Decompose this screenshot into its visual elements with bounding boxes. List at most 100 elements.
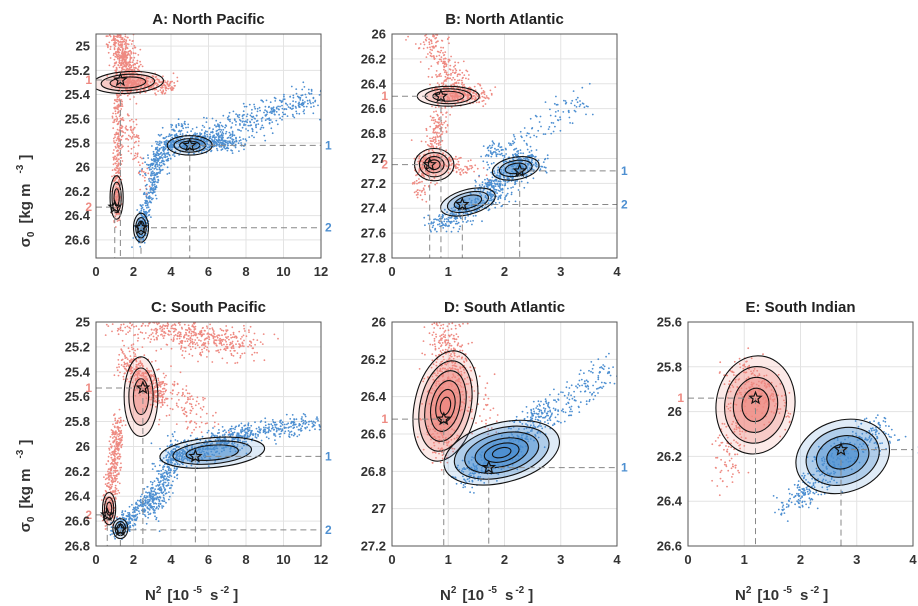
scatter-point: [127, 50, 130, 53]
scatter-point: [128, 39, 131, 41]
scatter-point: [195, 126, 198, 129]
scatter-point: [500, 188, 502, 191]
scatter-point: [193, 145, 196, 148]
scatter-point: [499, 146, 502, 149]
scatter-point: [452, 76, 455, 79]
scatter-point: [441, 40, 444, 42]
scatter-point: [240, 130, 242, 132]
scatter-point: [435, 133, 438, 135]
scatter-point: [436, 34, 439, 36]
scatter-point: [247, 129, 250, 132]
scatter-point: [156, 168, 158, 171]
scatter-point: [591, 113, 594, 116]
scatter-point: [443, 121, 446, 124]
scatter-point: [461, 71, 464, 74]
scatter-point: [135, 67, 137, 70]
scatter-point: [250, 342, 253, 344]
scatter-point: [208, 127, 211, 130]
scatter-point: [534, 162, 537, 165]
scatter-point: [120, 135, 123, 138]
scatter-point: [177, 317, 179, 319]
scatter-point: [139, 48, 142, 51]
scatter-point: [151, 185, 154, 187]
scatter-point: [142, 157, 145, 160]
scatter-point: [483, 91, 486, 93]
scatter-point: [109, 45, 112, 48]
scatter-point: [126, 56, 129, 59]
scatter-point: [559, 129, 562, 132]
scatter-point: [174, 130, 176, 132]
scatter-point: [243, 324, 245, 327]
scatter-point: [114, 26, 116, 28]
scatter-point: [517, 152, 520, 155]
scatter-point: [216, 134, 219, 137]
scatter-point: [148, 319, 150, 321]
scatter-point: [428, 43, 431, 46]
scatter-point: [117, 54, 120, 56]
scatter-point: [123, 38, 126, 41]
scatter-point: [431, 88, 434, 91]
scatter-point: [116, 171, 118, 174]
scatter-point: [472, 91, 475, 93]
scatter-point: [557, 119, 560, 122]
scatter-point: [218, 128, 221, 131]
scatter-point: [504, 198, 506, 201]
scatter-point: [129, 90, 132, 93]
scatter-point: [137, 54, 140, 56]
scatter-point: [139, 382, 142, 385]
scatter-point: [285, 108, 288, 111]
scatter-point: [115, 68, 118, 70]
scatter-point: [150, 171, 153, 174]
scatter-point: [172, 72, 175, 75]
x-tick-label: 6: [205, 264, 212, 279]
scatter-point: [127, 138, 130, 141]
scatter-point: [155, 185, 158, 187]
scatter-point: [515, 154, 517, 157]
scatter-point: [125, 64, 127, 67]
scatter-point: [468, 97, 471, 99]
scatter-point: [307, 102, 309, 105]
scatter-point: [133, 45, 136, 47]
scatter-point: [191, 354, 194, 357]
scatter-point: [155, 327, 157, 330]
scatter-point: [112, 112, 114, 115]
scatter-point: [131, 246, 133, 249]
scatter-point: [440, 222, 443, 224]
scatter-point: [116, 100, 119, 103]
scatter-point: [161, 320, 163, 322]
scatter-point: [481, 91, 483, 94]
scatter-point: [163, 331, 166, 333]
scatter-point: [188, 353, 191, 355]
scatter-point: [147, 206, 150, 209]
scatter-point: [461, 87, 464, 90]
scatter-point: [120, 99, 123, 101]
scatter-point: [161, 159, 164, 162]
scatter-point: [158, 164, 161, 166]
scatter-point: [429, 46, 431, 49]
scatter-point: [159, 81, 162, 84]
scatter-point: [165, 135, 168, 138]
scatter-point: [148, 180, 151, 182]
scatter-point: [231, 130, 234, 133]
scatter-point: [496, 192, 498, 195]
scatter-point: [495, 149, 498, 151]
scatter-point: [443, 54, 446, 56]
scatter-point: [159, 89, 162, 91]
scatter-point: [241, 352, 244, 355]
scatter-point: [501, 188, 504, 191]
scatter-point: [435, 143, 438, 145]
scatter-point: [225, 130, 228, 133]
scatter-point: [425, 129, 428, 132]
scatter-point: [117, 94, 119, 96]
scatter-point: [457, 160, 460, 163]
scatter-point: [186, 131, 189, 134]
scatter-point: [455, 155, 457, 158]
scatter-point: [486, 181, 489, 184]
scatter-point: [139, 245, 142, 248]
scatter-point: [445, 149, 448, 152]
scatter-point: [143, 392, 146, 395]
scatter-point: [167, 320, 169, 322]
scatter-point: [165, 343, 168, 346]
scatter-point: [461, 85, 464, 87]
scatter-point: [144, 161, 147, 164]
